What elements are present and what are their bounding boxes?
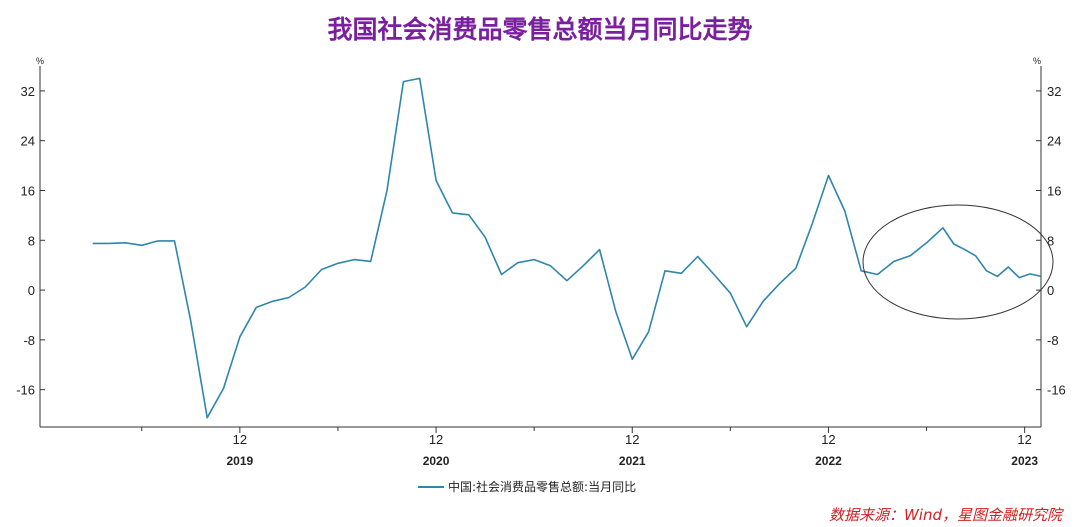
y-tick-label-right: 0 xyxy=(1047,283,1054,298)
y-tick-label-left: 16 xyxy=(21,183,35,198)
y-tick-label-left: 8 xyxy=(28,233,35,248)
x-year-label: 2019 xyxy=(226,454,253,468)
y-tick-label-left: -16 xyxy=(16,383,35,398)
axes xyxy=(39,66,1042,433)
y-tick-label-left: 0 xyxy=(28,283,35,298)
y-tick-label-left: -8 xyxy=(23,333,35,348)
series-line xyxy=(92,77,1042,419)
legend-label: 中国:社会消费品零售总额:当月同比 xyxy=(448,479,636,494)
y-tick-label-left: 32 xyxy=(21,84,35,99)
y-tick-label-right: 8 xyxy=(1047,233,1054,248)
y-tick-label-right: -16 xyxy=(1047,383,1066,398)
highlight-ellipse xyxy=(862,204,1054,320)
series-layer xyxy=(92,77,1042,419)
y-tick-label-right: 16 xyxy=(1047,183,1061,198)
y-tick-label-right: 24 xyxy=(1047,134,1061,149)
x-tick-label-12: 12 xyxy=(821,432,835,447)
x-year-label: 2021 xyxy=(619,454,646,468)
chart-title: 我国社会消费品零售总额当月同比走势 xyxy=(327,15,752,44)
x-year-label: 2023 xyxy=(1011,454,1038,468)
tick-labels: % % 32 32 24 24 16 16 8 8 0 0 -8 -8 -16 -16 12 2019 12 2020… xyxy=(16,56,1066,468)
x-year-label: 2020 xyxy=(423,454,450,468)
y-tick-label-left: 24 xyxy=(21,134,35,149)
y-tick-label-right: -8 xyxy=(1047,333,1059,348)
source-note: 数据来源：Wind，星图金融研究院 xyxy=(829,506,1064,524)
x-tick-label-12: 12 xyxy=(625,432,639,447)
x-year-label: 2022 xyxy=(815,454,842,468)
y-tick-label-right: 32 xyxy=(1047,84,1061,99)
legend: 中国:社会消费品零售总额:当月同比 xyxy=(418,479,636,494)
x-tick-label-12: 12 xyxy=(429,432,443,447)
y-unit-left: % xyxy=(36,56,44,66)
x-tick-label-12: 12 xyxy=(1017,432,1031,447)
x-tick-label-12: 12 xyxy=(233,432,247,447)
y-unit-right: % xyxy=(1033,56,1041,66)
